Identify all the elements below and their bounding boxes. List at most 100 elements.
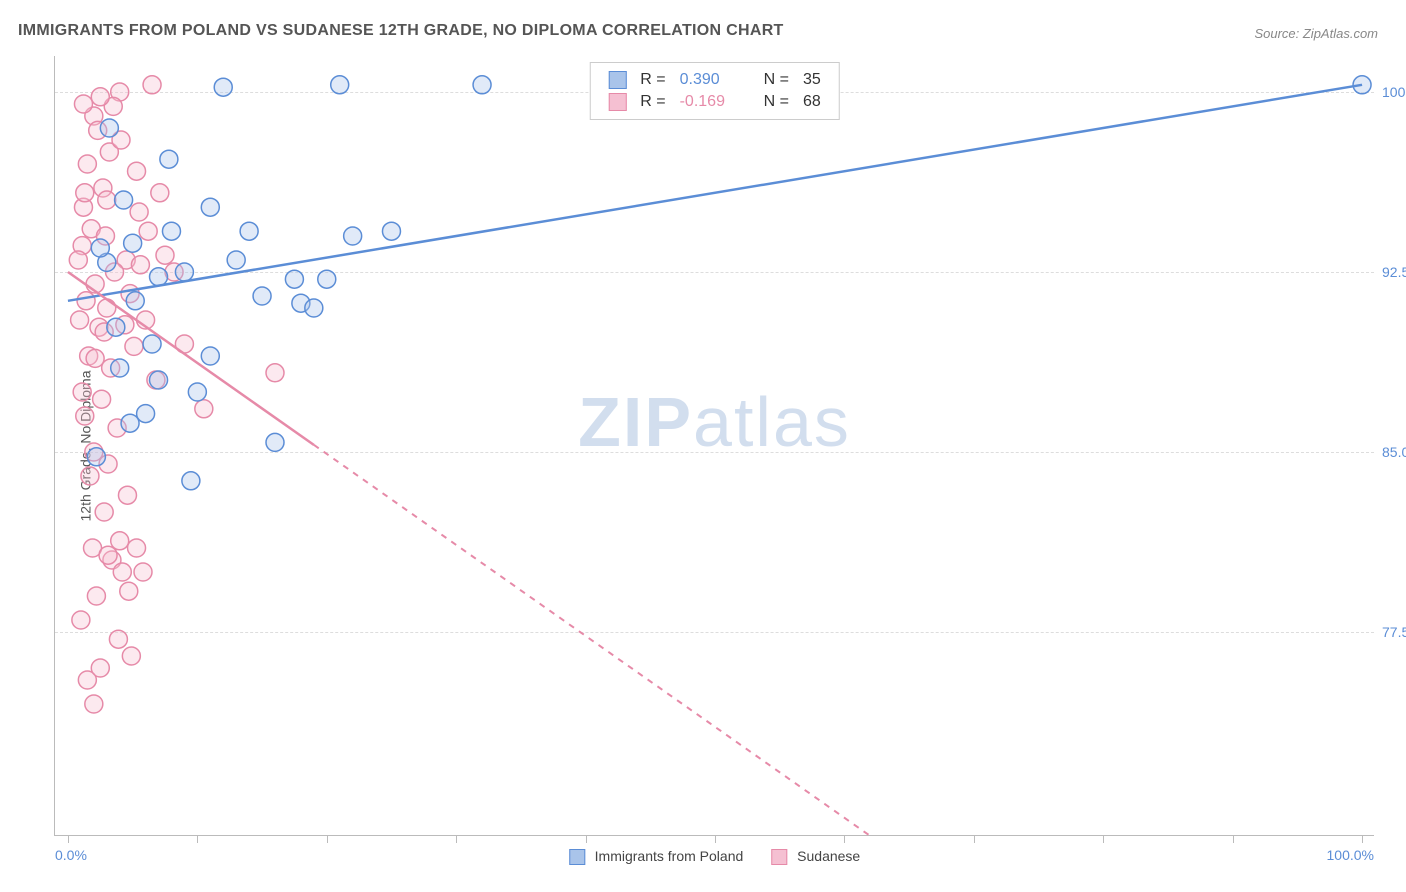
scatter-point-poland [126, 292, 144, 310]
regression-line-dashed-sudanese [314, 445, 870, 836]
scatter-point-sudanese [128, 539, 146, 557]
x-tick [456, 835, 457, 843]
stats-row-poland: R = 0.390 N = 35 [608, 69, 820, 91]
scatter-point-sudanese [98, 299, 116, 317]
scatter-point-sudanese [99, 546, 117, 564]
y-tick-label: 100.0% [1382, 84, 1406, 100]
scatter-point-sudanese [195, 400, 213, 418]
scatter-point-sudanese [139, 222, 157, 240]
scatter-point-poland [344, 227, 362, 245]
scatter-point-poland [137, 405, 155, 423]
scatter-point-poland [175, 263, 193, 281]
scatter-point-sudanese [143, 76, 161, 94]
scatter-point-sudanese [131, 256, 149, 274]
scatter-point-poland [150, 268, 168, 286]
x-tick [715, 835, 716, 843]
scatter-point-poland [227, 251, 245, 269]
scatter-point-sudanese [134, 563, 152, 581]
x-tick [586, 835, 587, 843]
scatter-point-sudanese [78, 671, 96, 689]
scatter-point-poland [214, 78, 232, 96]
scatter-point-poland [143, 335, 161, 353]
x-tick [1103, 835, 1104, 843]
scatter-point-poland [285, 270, 303, 288]
plot-area: ZIPatlas 77.5%85.0%92.5%100.0% R = 0.390… [54, 56, 1374, 836]
scatter-point-sudanese [95, 503, 113, 521]
source-attribution: Source: ZipAtlas.com [1254, 26, 1378, 41]
scatter-plot-svg [55, 56, 1374, 835]
scatter-point-poland [266, 433, 284, 451]
scatter-point-sudanese [76, 184, 94, 202]
scatter-point-sudanese [71, 311, 89, 329]
scatter-point-poland [318, 270, 336, 288]
swatch-poland [608, 71, 626, 89]
swatch-sudanese [608, 93, 626, 111]
scatter-point-poland [473, 76, 491, 94]
x-tick-label-max: 100.0% [1327, 847, 1374, 863]
scatter-point-sudanese [130, 203, 148, 221]
stats-r-poland: 0.390 [680, 71, 750, 89]
scatter-point-poland [188, 383, 206, 401]
legend-label-sudanese: Sudanese [797, 848, 860, 864]
scatter-point-poland [100, 119, 118, 137]
chart-container: IMMIGRANTS FROM POLAND VS SUDANESE 12TH … [0, 0, 1406, 892]
scatter-point-poland [150, 371, 168, 389]
x-tick [68, 835, 69, 843]
scatter-point-sudanese [156, 246, 174, 264]
scatter-point-sudanese [76, 407, 94, 425]
scatter-point-sudanese [78, 155, 96, 173]
scatter-point-poland [87, 448, 105, 466]
bottom-legend: Immigrants from Poland Sudanese [569, 848, 860, 865]
x-tick [197, 835, 198, 843]
legend-label-poland: Immigrants from Poland [595, 848, 744, 864]
x-tick [974, 835, 975, 843]
scatter-point-poland [162, 222, 180, 240]
scatter-point-poland [253, 287, 271, 305]
scatter-point-sudanese [73, 383, 91, 401]
scatter-point-sudanese [118, 486, 136, 504]
chart-title: IMMIGRANTS FROM POLAND VS SUDANESE 12TH … [18, 22, 784, 40]
legend-swatch-poland [569, 849, 585, 865]
scatter-point-sudanese [125, 337, 143, 355]
legend-swatch-sudanese [771, 849, 787, 865]
stats-r-sudanese: -0.169 [680, 93, 750, 111]
scatter-point-sudanese [87, 587, 105, 605]
scatter-point-poland [160, 150, 178, 168]
scatter-point-poland [124, 234, 142, 252]
scatter-point-poland [115, 191, 133, 209]
legend-item-sudanese: Sudanese [771, 848, 860, 865]
stats-n-poland: 35 [803, 71, 821, 89]
scatter-point-sudanese [74, 95, 92, 113]
scatter-point-sudanese [93, 390, 111, 408]
scatter-point-sudanese [151, 184, 169, 202]
scatter-point-sudanese [81, 467, 99, 485]
scatter-point-poland [201, 347, 219, 365]
stats-row-sudanese: R = -0.169 N = 68 [608, 91, 820, 113]
scatter-point-sudanese [77, 292, 95, 310]
stats-r-label: R = [640, 71, 665, 89]
x-tick [844, 835, 845, 843]
scatter-point-sudanese [266, 364, 284, 382]
scatter-point-sudanese [128, 162, 146, 180]
x-tick [327, 835, 328, 843]
scatter-point-poland [201, 198, 219, 216]
x-tick [1362, 835, 1363, 843]
stats-n-sudanese: 68 [803, 93, 821, 111]
stats-n-label: N = [764, 71, 789, 89]
stats-n-label: N = [764, 93, 789, 111]
scatter-point-poland [111, 359, 129, 377]
scatter-point-sudanese [113, 563, 131, 581]
scatter-point-poland [182, 472, 200, 490]
scatter-point-poland [121, 414, 139, 432]
scatter-point-poland [240, 222, 258, 240]
x-tick [1233, 835, 1234, 843]
stats-legend-box: R = 0.390 N = 35 R = -0.169 N = 68 [589, 62, 839, 120]
scatter-point-poland [331, 76, 349, 94]
scatter-point-sudanese [122, 647, 140, 665]
legend-item-poland: Immigrants from Poland [569, 848, 744, 865]
scatter-point-sudanese [69, 251, 87, 269]
scatter-point-sudanese [91, 88, 109, 106]
y-tick-label: 77.5% [1382, 624, 1406, 640]
scatter-point-sudanese [86, 349, 104, 367]
scatter-point-sudanese [120, 582, 138, 600]
